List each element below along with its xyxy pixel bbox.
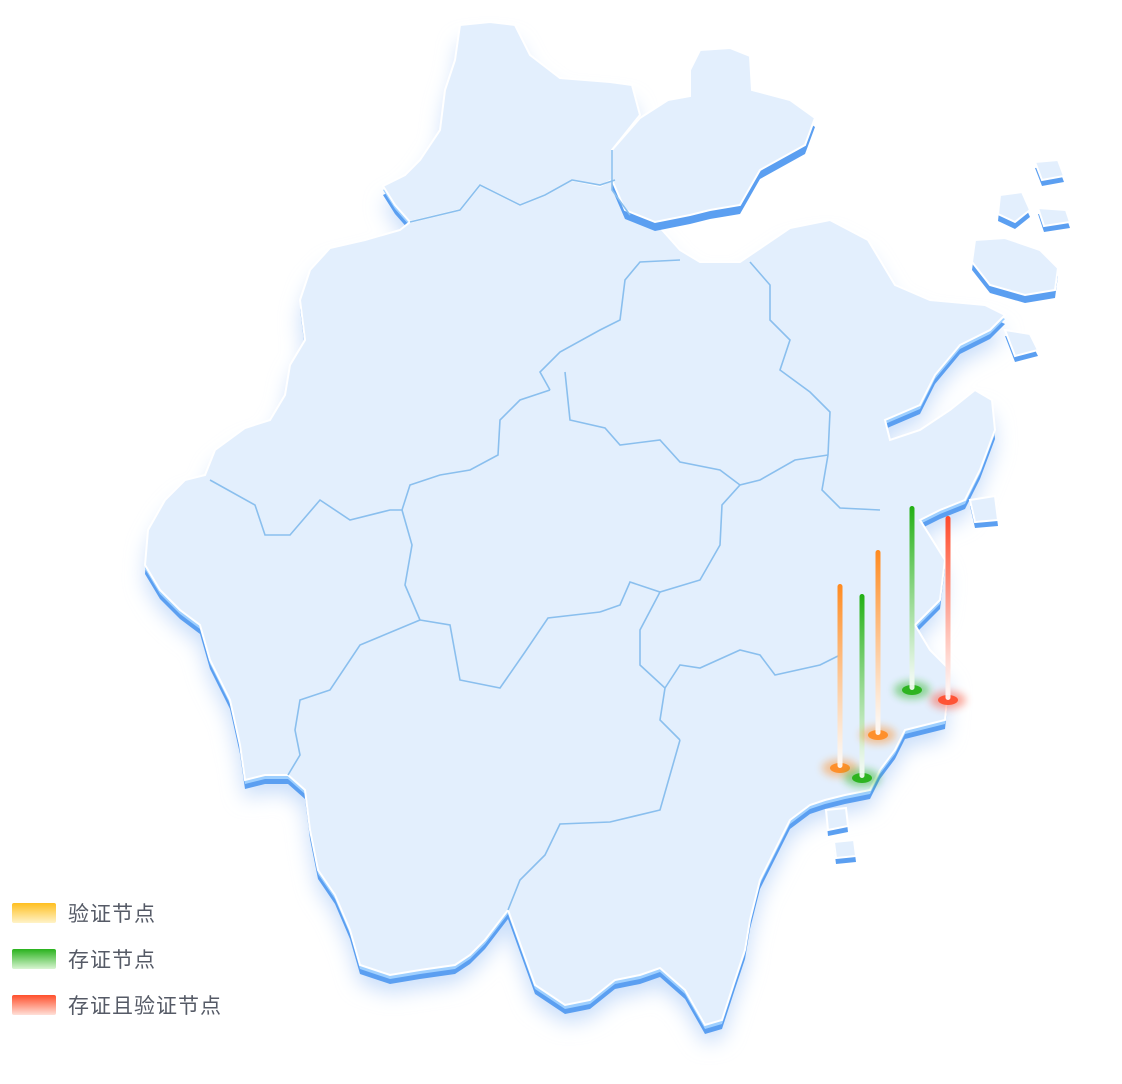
marker-pin — [837, 584, 843, 768]
legend-item-storage: 存证节点 — [12, 943, 222, 975]
legend-item-storage-verify: 存证且验证节点 — [12, 989, 222, 1021]
legend-label-verify: 验证节点 — [68, 902, 156, 926]
legend-item-verify: 验证节点 — [12, 897, 222, 929]
marker-pin — [945, 516, 951, 700]
legend-label-storage-verify: 存证且验证节点 — [68, 994, 222, 1018]
legend-swatch-storage — [12, 949, 56, 969]
node-marker-verify[interactable] — [822, 584, 858, 777]
city-boundaries — [209, 150, 881, 911]
marker-pin — [859, 594, 865, 778]
jiaxing-block — [611, 46, 817, 231]
node-marker-storage-and-verify[interactable] — [930, 516, 966, 709]
node-marker-verify[interactable] — [860, 550, 896, 744]
marker-pin — [875, 550, 881, 735]
map-land — [143, 20, 1007, 1027]
node-markers — [822, 506, 966, 787]
legend: 验证节点 存证节点 存证且验证节点 — [12, 897, 222, 1035]
legend-label-storage: 存证节点 — [68, 948, 156, 972]
marker-pin — [909, 506, 915, 690]
node-marker-storage[interactable] — [844, 594, 880, 787]
node-marker-storage[interactable] — [894, 506, 930, 699]
legend-swatch-storage-verify — [12, 995, 56, 1015]
legend-swatch-verify — [12, 903, 56, 923]
zhoushan-islands — [824, 158, 1072, 864]
